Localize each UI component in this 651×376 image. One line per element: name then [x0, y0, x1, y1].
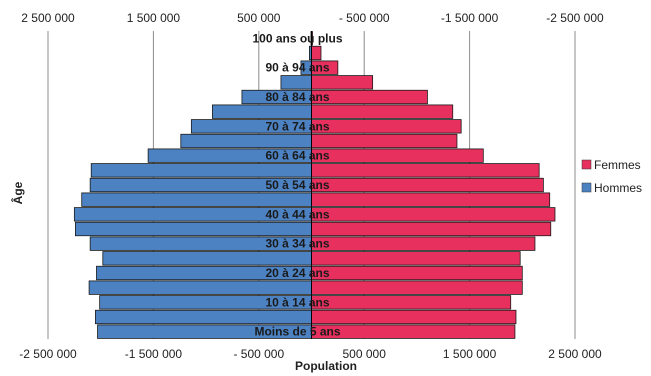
bar-femmes-17 — [311, 75, 374, 90]
age-label-12: 60 à 64 ans — [265, 149, 329, 163]
bar-femmes-4 — [311, 265, 523, 281]
bottom-tick-label-0: -2 500 000 — [19, 347, 77, 361]
top-tick-label-3: - 500 000 — [339, 11, 390, 25]
top-tick-label-0: 2 500 000 — [21, 11, 75, 25]
bar-femmes-5 — [311, 251, 521, 266]
bottom-tick-label-4: 1 500 000 — [443, 347, 497, 361]
top-tick-label-2: 500 000 — [237, 11, 281, 25]
y-axis-title: Âge — [10, 181, 25, 204]
age-labels-group: Moins de 5 ans 10 à 14 ans 20 à 24 ans 30 à… — [252, 31, 342, 338]
legend-swatch-hommes — [581, 182, 592, 193]
bar-hommes-3 — [88, 280, 312, 295]
bar-femmes-6 — [311, 236, 536, 251]
bar-femmes-0 — [311, 324, 516, 339]
age-label-8: 40 à 44 ans — [265, 207, 329, 221]
bottom-tick-label-3: 500 000 — [343, 347, 387, 361]
bottom-tick-label-5: 2 500 000 — [548, 347, 602, 361]
age-label-14: 70 à 74 ans — [265, 119, 329, 133]
legend-swatch-femmes — [581, 159, 592, 170]
bar-femmes-9 — [311, 192, 551, 207]
top-tick-label-4: -1 500 000 — [441, 11, 499, 25]
age-label-20: 100 ans ou plus — [252, 31, 342, 45]
age-label-6: 30 à 34 ans — [265, 237, 329, 251]
bar-femmes-15 — [311, 104, 454, 119]
age-label-0: Moins de 5 ans — [254, 325, 340, 339]
bar-hommes-17 — [280, 75, 312, 90]
bar-femmes-3 — [311, 280, 523, 295]
bar-femmes-10 — [311, 177, 544, 193]
age-label-18: 90 à 94 ans — [265, 61, 329, 75]
age-label-2: 10 à 14 ans — [265, 295, 329, 309]
top-tick-label-5: -2 500 000 — [546, 11, 604, 25]
bar-hommes-5 — [102, 251, 312, 266]
x-axis-title: Population — [295, 359, 357, 373]
bar-femmes-2 — [311, 295, 512, 310]
top-tick-labels: 2 500 000 1 500 000 500 000 - 500 000 -1 500… — [21, 11, 604, 25]
bar-hommes-11 — [90, 163, 312, 178]
bar-femmes-1 — [311, 309, 517, 325]
age-label-10: 50 à 54 ans — [265, 178, 329, 192]
bar-hommes-7 — [75, 221, 312, 237]
bar-hommes-9 — [81, 192, 312, 207]
bottom-tick-labels: -2 500 000 -1 500 000 - 500 000 500 000 1 50… — [19, 347, 602, 361]
legend-label-hommes: Hommes — [594, 181, 642, 195]
age-label-4: 20 à 24 ans — [265, 266, 329, 280]
bar-femmes-13 — [311, 133, 458, 149]
bar-femmes-12 — [311, 148, 484, 163]
age-label-16: 80 à 84 ans — [265, 90, 329, 104]
bar-hommes-13 — [180, 133, 312, 149]
bar-hommes-1 — [95, 309, 312, 325]
legend-label-femmes: Femmes — [594, 158, 641, 172]
bottom-tick-label-2: - 500 000 — [233, 347, 284, 361]
legend: Femmes Hommes — [581, 158, 642, 195]
bar-hommes-15 — [212, 104, 312, 119]
top-tick-label-1: 1 500 000 — [127, 11, 181, 25]
bar-femmes-19 — [311, 45, 322, 61]
bar-femmes-14 — [311, 119, 462, 134]
bar-femmes-8 — [311, 207, 556, 222]
bar-femmes-11 — [311, 163, 540, 178]
bar-femmes-7 — [311, 221, 552, 237]
bottom-tick-label-1: -1 500 000 — [125, 347, 183, 361]
